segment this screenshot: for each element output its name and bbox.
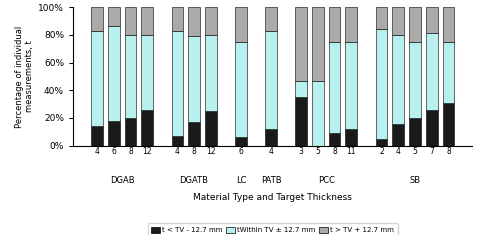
Text: PCC: PCC [318, 176, 335, 185]
Bar [171, 31, 183, 136]
Bar [108, 7, 120, 27]
Bar [235, 137, 247, 146]
Text: SB: SB [410, 176, 420, 185]
Bar [426, 7, 437, 33]
Bar [188, 36, 200, 122]
Bar [443, 42, 454, 103]
Bar [312, 7, 324, 81]
Bar [205, 7, 217, 35]
Bar [426, 110, 437, 146]
Bar [141, 35, 153, 110]
Bar [312, 81, 324, 146]
Text: LC: LC [236, 176, 246, 185]
Bar [235, 7, 247, 42]
Bar [265, 31, 277, 129]
Bar [235, 42, 247, 137]
Bar [91, 7, 103, 31]
Bar [375, 29, 387, 139]
Text: DGATB: DGATB [180, 176, 208, 185]
Y-axis label: Percentage of individual
measurements, t: Percentage of individual measurements, t [15, 25, 34, 128]
Bar [125, 118, 136, 146]
Bar [426, 33, 437, 110]
Bar [409, 7, 421, 42]
Bar [108, 27, 120, 121]
Bar [265, 129, 277, 146]
Bar [265, 7, 277, 31]
Bar [91, 126, 103, 146]
Bar [205, 111, 217, 146]
Bar [393, 124, 404, 146]
Bar [443, 103, 454, 146]
Bar [125, 7, 136, 35]
Bar [443, 7, 454, 42]
Bar [188, 7, 200, 36]
Bar [295, 7, 307, 81]
Bar [375, 7, 387, 29]
Bar [393, 35, 404, 124]
Bar [409, 42, 421, 118]
Bar [329, 7, 340, 42]
Bar [345, 7, 357, 42]
Bar [171, 7, 183, 31]
Text: DGAB: DGAB [110, 176, 134, 185]
Bar [125, 35, 136, 118]
Bar [295, 97, 307, 146]
Bar [141, 110, 153, 146]
Bar [375, 139, 387, 146]
Bar [345, 42, 357, 129]
Text: Material Type and Target Thickness: Material Type and Target Thickness [193, 193, 352, 202]
Bar [188, 122, 200, 146]
Bar [329, 133, 340, 146]
Bar [91, 31, 103, 126]
Bar [409, 118, 421, 146]
Bar [295, 81, 307, 97]
Bar [345, 129, 357, 146]
Bar [141, 7, 153, 35]
Bar [393, 7, 404, 35]
Text: PATB: PATB [261, 176, 281, 185]
Bar [108, 121, 120, 146]
Bar [171, 136, 183, 146]
Legend: t < TV - 12.7 mm, tWithIn TV ± 12.7 mm, t > TV + 12.7 mm: t < TV - 12.7 mm, tWithIn TV ± 12.7 mm, … [148, 223, 398, 235]
Bar [205, 35, 217, 111]
Bar [329, 42, 340, 133]
